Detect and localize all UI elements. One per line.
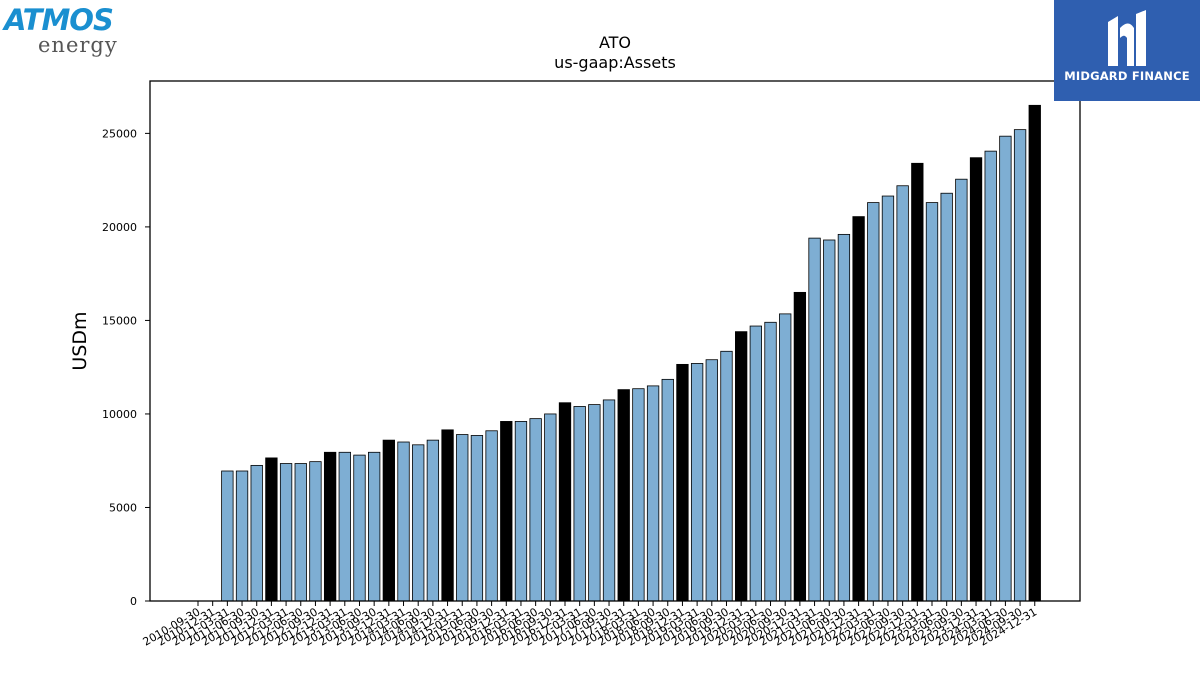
midgard-logo-text: MIDGARD FINANCE: [1064, 69, 1190, 83]
bar-2022-09-30: [896, 185, 909, 602]
bar-2014-06-30: [412, 444, 425, 602]
bar-2011-06-30: [235, 470, 249, 602]
y-tick-label: 20000: [102, 221, 137, 234]
bar-2019-06-30: [705, 359, 718, 602]
bar-2020-06-30: [764, 321, 777, 602]
y-axis: 0 5000 10000 15000 20000 25000: [102, 127, 150, 608]
bar-2020-03-31: [749, 325, 762, 602]
bar-2019-03-31: [690, 363, 704, 602]
bar-2023-06-30: [940, 192, 953, 602]
y-axis-label: USDm: [69, 311, 91, 370]
bar-2022-12-31: [911, 162, 924, 602]
bar-2020-09-30: [779, 313, 792, 602]
bar-2018-12-31: [676, 363, 689, 602]
bar-2016-12-31: [558, 402, 572, 602]
bar-2015-03-31: [456, 434, 469, 602]
y-tick-label: 25000: [102, 127, 137, 140]
bar-2015-09-30: [485, 430, 498, 602]
bar-2011-03-31: [221, 470, 234, 602]
bar-2018-06-30: [646, 385, 660, 602]
bar-2023-09-30: [955, 178, 968, 602]
bar-2016-09-30: [544, 413, 557, 602]
bar-2016-03-31: [514, 421, 528, 602]
bar-2015-12-31: [500, 421, 513, 602]
bar-2024-12-31: [1028, 104, 1041, 602]
bar-2012-12-31: [323, 451, 337, 602]
y-tick-label: 5000: [109, 501, 137, 514]
atmos-logo-wordmark: ATMOS: [4, 3, 114, 37]
atmos-energy-logo: ATMOS energy: [4, 4, 130, 58]
bar-2024-03-31: [984, 150, 997, 602]
bar-2011-12-31: [265, 457, 278, 602]
bar-2014-09-30: [426, 439, 440, 602]
bar-2024-06-30: [999, 135, 1012, 602]
bar-2017-03-31: [573, 406, 586, 602]
bar-2016-06-30: [529, 418, 542, 602]
bar-2023-03-31: [925, 202, 939, 602]
y-tick-label: 10000: [102, 408, 137, 421]
chart-title: ATO: [599, 33, 631, 52]
bar-2013-09-30: [368, 451, 381, 602]
bar-2021-06-30: [823, 239, 836, 602]
bar-2021-12-31: [852, 216, 865, 602]
bar-2013-06-30: [353, 454, 366, 602]
bar-2024-09-30: [1013, 129, 1027, 602]
midgard-finance-logo: MIDGARD FINANCE: [1054, 0, 1200, 101]
bar-group: [221, 104, 1041, 602]
bar-2011-09-30: [250, 464, 263, 602]
bar-2012-06-30: [294, 463, 307, 602]
bar-2017-09-30: [602, 399, 616, 602]
bar-2013-12-31: [382, 439, 395, 602]
bar-2014-03-31: [397, 441, 410, 602]
y-tick-label: 15000: [102, 314, 137, 327]
bar-2012-03-31: [279, 463, 293, 602]
bar-2023-12-31: [969, 157, 983, 602]
bar-2018-03-31: [632, 388, 645, 602]
bar-2014-12-31: [441, 429, 454, 602]
x-axis: 2010-09-302010-12-312011-03-312011-06-30…: [141, 601, 1039, 649]
plot-frame: [149, 80, 1081, 602]
bar-2020-12-31: [793, 291, 807, 602]
bar-2019-12-31: [735, 331, 748, 602]
bar-2021-09-30: [837, 233, 851, 602]
bar-2019-09-30: [720, 350, 733, 602]
bar-2012-09-30: [309, 461, 322, 602]
midgard-mark-icon: [1108, 10, 1146, 66]
bar-2015-06-30: [470, 435, 484, 602]
bar-2022-06-30: [881, 195, 895, 602]
bar-2017-06-30: [588, 404, 601, 602]
atmos-logo-energy: energy: [38, 33, 118, 57]
chart-subtitle: us-gaap:Assets: [554, 53, 676, 72]
bar-2013-03-31: [338, 451, 351, 602]
bar-2022-03-31: [867, 202, 880, 602]
bar-2018-09-30: [661, 378, 674, 602]
bar-2017-12-31: [617, 389, 630, 602]
y-tick-label: 0: [130, 595, 137, 608]
bar-2021-03-31: [808, 237, 821, 602]
